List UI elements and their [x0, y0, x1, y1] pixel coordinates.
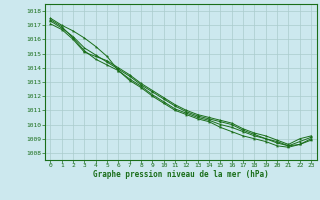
X-axis label: Graphe pression niveau de la mer (hPa): Graphe pression niveau de la mer (hPa): [93, 170, 269, 179]
